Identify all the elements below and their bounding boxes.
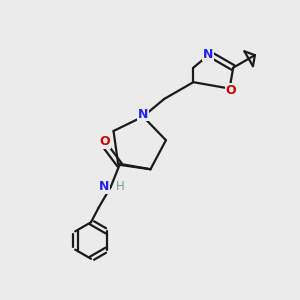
Text: H: H — [116, 180, 124, 194]
Text: N: N — [203, 47, 213, 61]
Text: O: O — [226, 83, 236, 97]
Text: N: N — [99, 180, 110, 194]
Text: N: N — [138, 108, 148, 121]
Text: O: O — [100, 135, 110, 148]
